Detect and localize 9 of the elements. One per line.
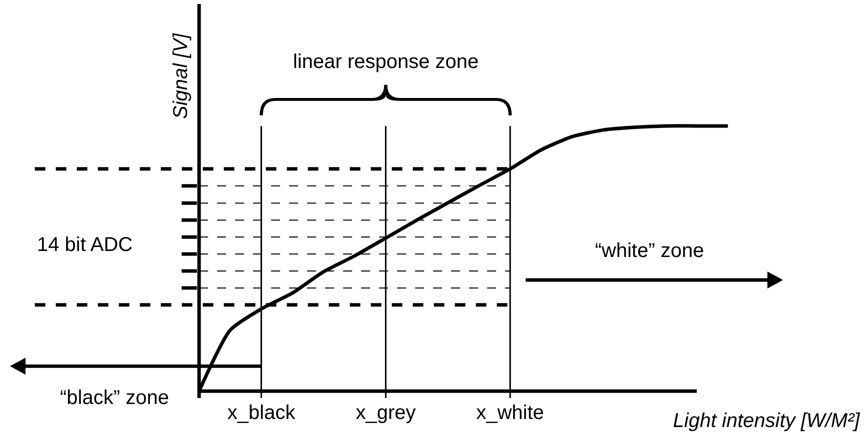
text: “black” zone — [60, 387, 169, 409]
x-tick-label: x_black — [227, 402, 296, 424]
x-tick-label: x_grey — [356, 402, 416, 424]
text: 14 bit ADC — [37, 234, 133, 256]
text: linear response zone — [293, 51, 479, 73]
annotation: “white” zone — [595, 240, 704, 262]
x-axis-title: Light intensity [W/M²] — [673, 410, 860, 432]
y-axis-title: Signal [V] — [170, 32, 192, 119]
x-tick-label: x_white — [476, 402, 544, 424]
